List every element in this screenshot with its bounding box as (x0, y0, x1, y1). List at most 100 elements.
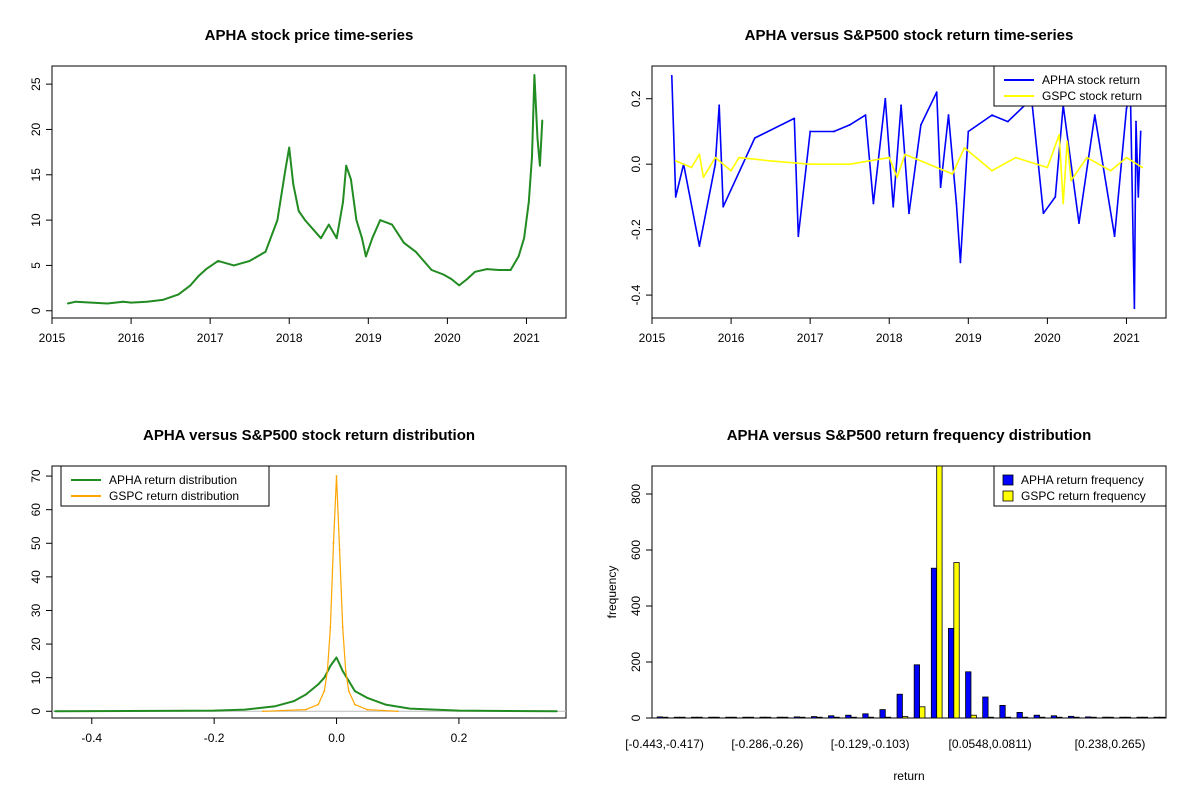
legend-label: APHA stock return (1042, 73, 1140, 87)
y-tick-label: 15 (29, 168, 43, 182)
data-point (66, 302, 69, 305)
bar-gspc (833, 716, 840, 719)
series-line-gspc-return-distribution (263, 475, 398, 712)
data-point (753, 137, 756, 139)
data-point (884, 97, 887, 100)
data-point (312, 228, 314, 231)
bar-apha (982, 696, 989, 719)
data-point (959, 261, 962, 264)
data-point (1137, 196, 1140, 198)
data-point (319, 237, 322, 240)
data-point (947, 114, 950, 116)
data-point (809, 163, 812, 166)
bar-apha (1153, 716, 1160, 719)
chart-title: APHA versus S&P500 return frequency dist… (727, 427, 1092, 444)
data-point (1014, 156, 1017, 159)
bar-apha (828, 715, 835, 719)
data-point (335, 237, 338, 240)
data-point (533, 74, 536, 76)
data-point (1093, 114, 1096, 116)
data-point (555, 710, 558, 713)
bar-gspc (919, 706, 926, 719)
bar-gspc (902, 716, 909, 719)
data-point (1058, 133, 1061, 136)
data-point (1135, 120, 1137, 123)
x-tick-label: 2020 (434, 331, 461, 345)
data-point (458, 284, 461, 287)
bar-gspc (679, 716, 686, 719)
data-point (769, 160, 772, 162)
bar-apha (845, 714, 852, 719)
legend-box (993, 465, 1167, 507)
bar-apha (759, 716, 766, 719)
data-point (74, 300, 77, 303)
data-point (217, 259, 219, 262)
bar-apha (879, 709, 886, 719)
data-point (232, 264, 235, 267)
data-point (262, 710, 265, 713)
data-point (329, 665, 332, 667)
data-point (1070, 179, 1073, 182)
data-point (967, 130, 970, 133)
plot-frame (651, 465, 1167, 719)
y-tick-label: 200 (629, 652, 643, 672)
bar-gspc (1073, 716, 1080, 719)
bar-gspc (867, 716, 874, 719)
bar-apha (965, 671, 972, 719)
data-point (919, 124, 922, 126)
data-point (896, 176, 899, 179)
data-point (539, 164, 541, 167)
data-point (264, 250, 267, 253)
data-point (517, 255, 520, 258)
data-point (396, 710, 399, 713)
x-axis-label: return (893, 769, 924, 783)
bar-gspc (1090, 716, 1097, 719)
y-tick-label: 20 (29, 637, 43, 651)
bar-gspc (1107, 716, 1114, 719)
data-point (738, 156, 740, 159)
data-point (409, 707, 411, 710)
data-point (177, 293, 180, 296)
bar-gspc (1141, 716, 1149, 719)
data-point (329, 626, 332, 629)
y-tick-label: 40 (29, 570, 43, 584)
data-point (197, 275, 200, 278)
data-point (872, 202, 875, 205)
bar-gspc (1004, 716, 1012, 719)
bar-apha (656, 716, 663, 719)
y-tick-label: 400 (629, 596, 643, 616)
bar-gspc (782, 716, 789, 719)
y-tick-label: 0.0 (629, 156, 643, 173)
x-tick-label: 2018 (876, 331, 903, 345)
bar-gspc (730, 716, 737, 719)
data-point (674, 160, 677, 162)
data-point (342, 201, 344, 203)
bar-gspc (662, 716, 669, 719)
data-point (832, 130, 835, 133)
data-point (714, 156, 717, 159)
data-point (1062, 202, 1065, 205)
data-point (353, 690, 356, 693)
data-point (892, 205, 895, 208)
y-tick-label: 20 (29, 122, 43, 136)
data-point (809, 130, 812, 133)
bar-apha (742, 716, 749, 719)
data-point (848, 163, 851, 166)
data-point (991, 114, 993, 116)
data-point (900, 104, 902, 107)
data-point (391, 223, 393, 226)
legend-box (993, 65, 1167, 107)
legend-box (60, 465, 270, 507)
y-tick-label: 25 (29, 77, 43, 91)
data-point (714, 163, 717, 166)
data-point (466, 278, 469, 280)
plot-frame (651, 65, 1167, 319)
bar-apha (1085, 716, 1092, 719)
data-point (305, 693, 307, 696)
x-tick-label: 2019 (355, 331, 382, 345)
data-point (161, 298, 164, 301)
x-category-label: [0.0548,0.0811) (949, 737, 1032, 751)
data-point (122, 300, 125, 303)
y-tick-label: 0 (29, 708, 43, 715)
legend: APHA return frequency GSPC return frequen… (993, 465, 1167, 507)
